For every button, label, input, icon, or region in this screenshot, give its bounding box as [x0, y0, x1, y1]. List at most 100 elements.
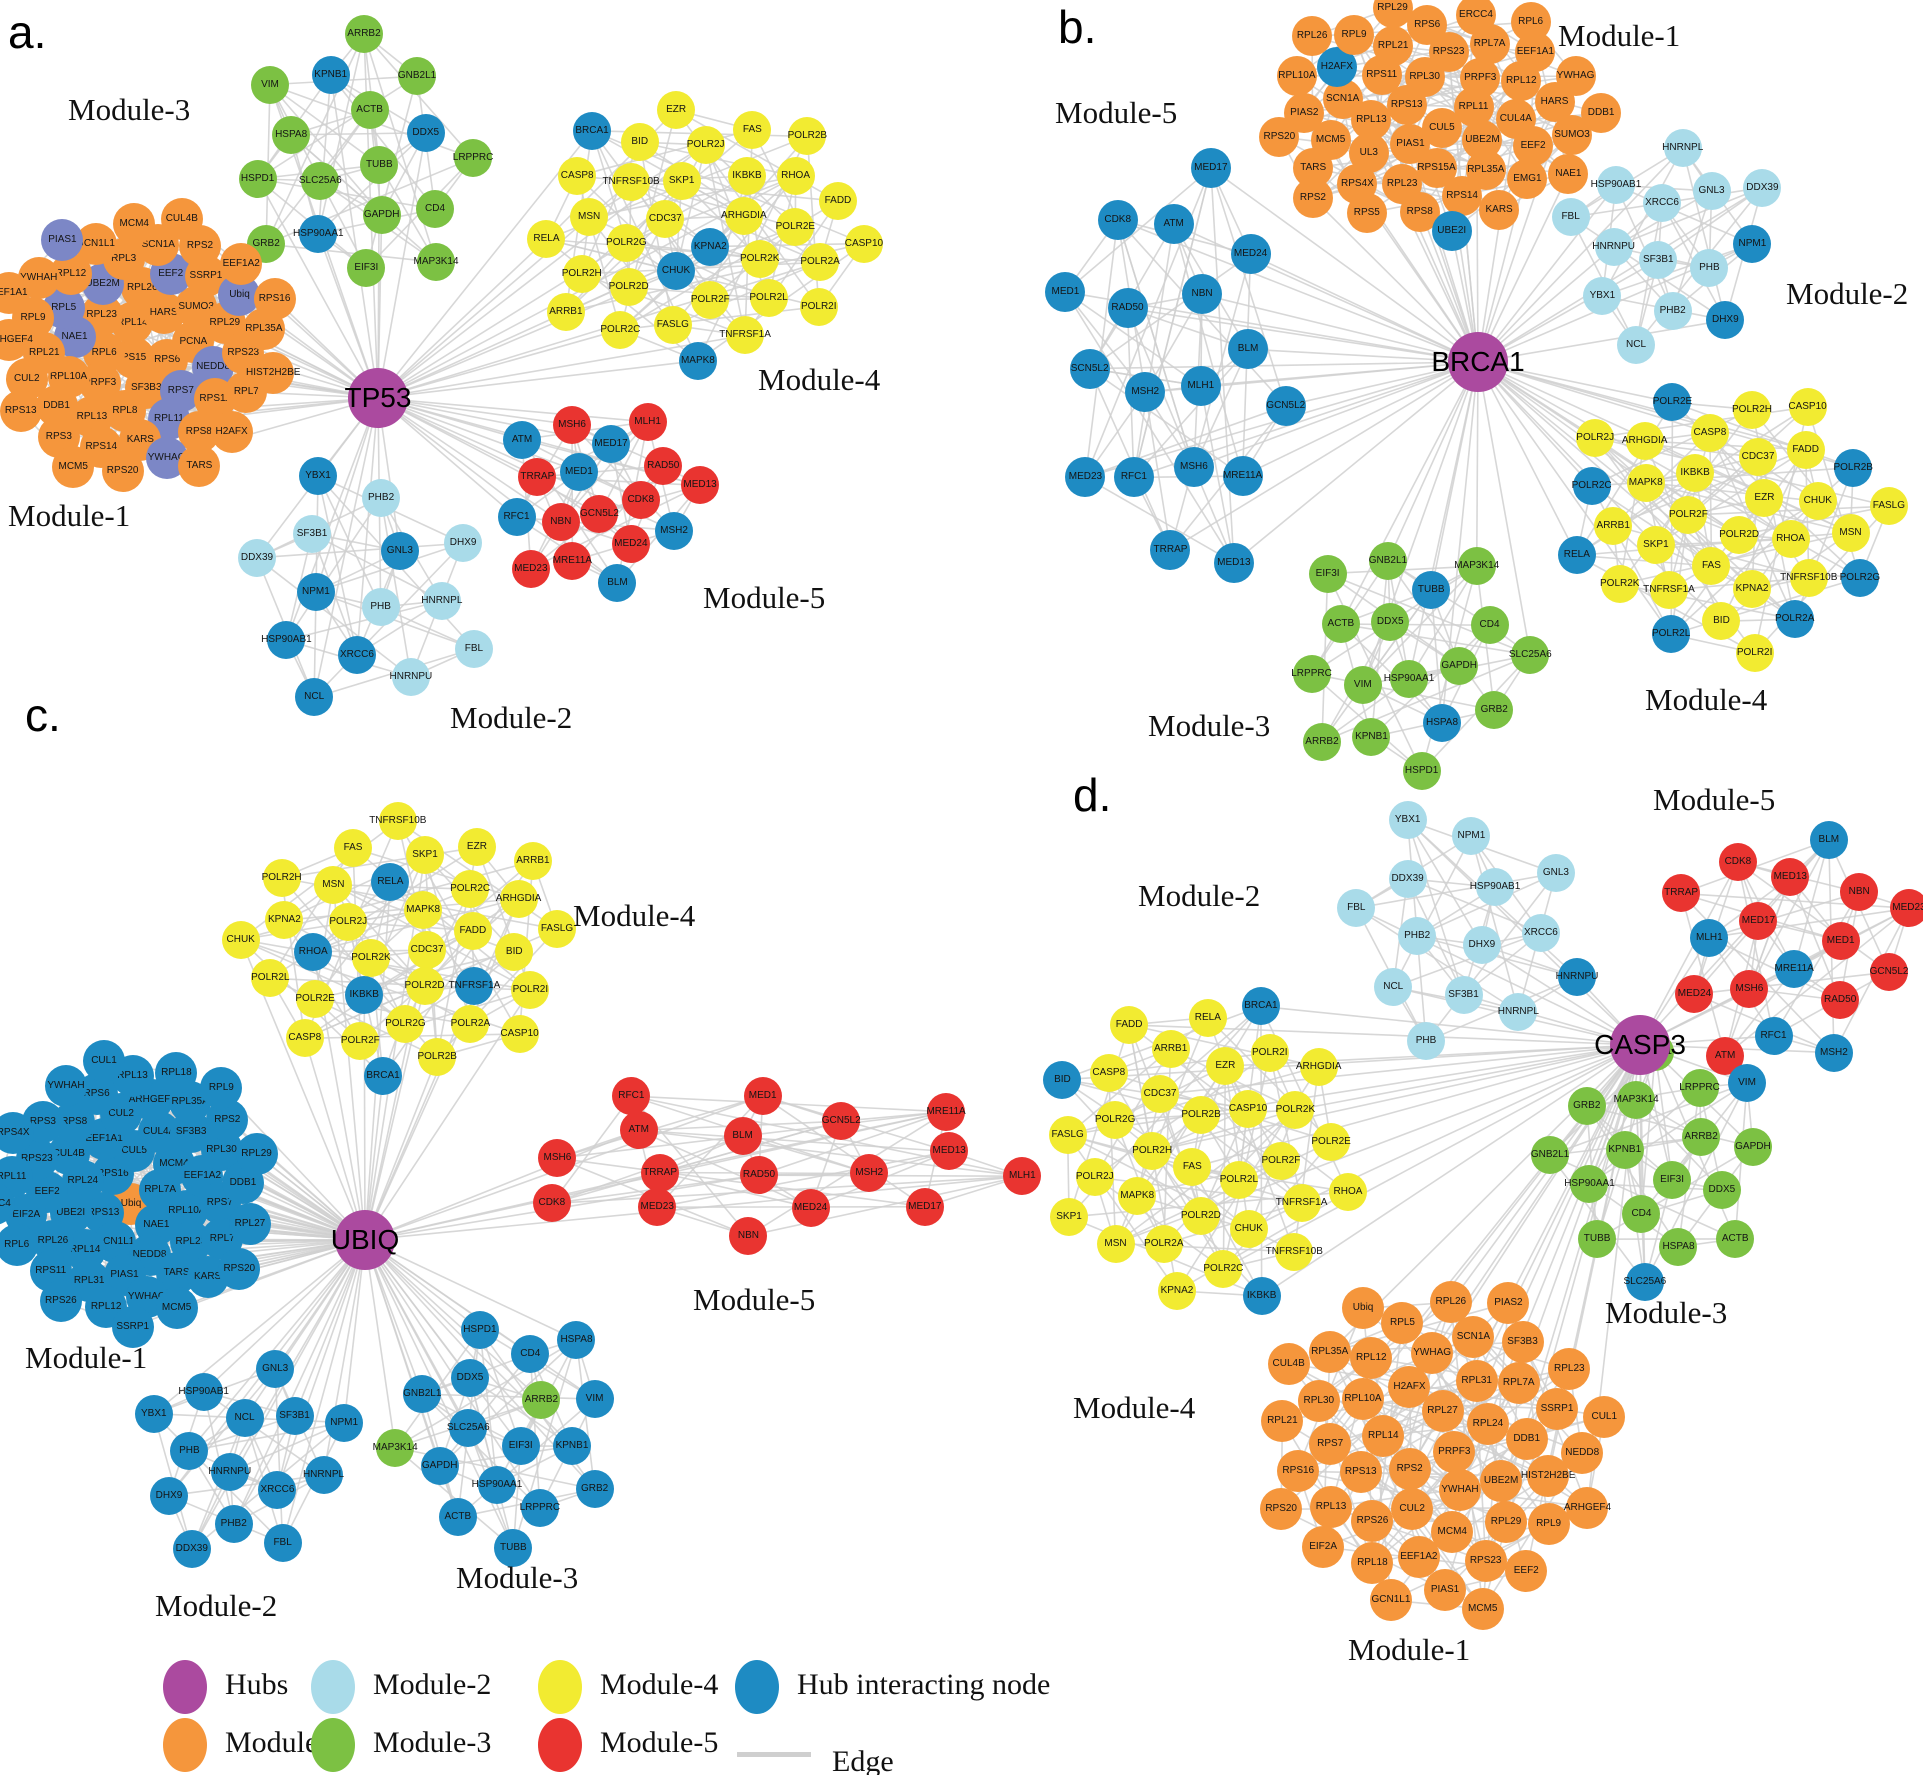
node-label: BLM	[1237, 343, 1259, 355]
node-label: MED24	[793, 1201, 828, 1213]
node-skp1: SKP1	[1050, 1197, 1089, 1236]
node-label: MSN	[1104, 1237, 1127, 1249]
node-polr2e: POLR2E	[776, 208, 815, 247]
node-label: YWHAG	[1413, 1347, 1452, 1359]
node-gapdh: GAPDH	[1733, 1127, 1772, 1166]
node-hnrnpu: HNRNPU	[390, 658, 432, 697]
node-phb2: PHB2	[1653, 291, 1692, 330]
node-polr2b: POLR2B	[788, 117, 827, 156]
node-label: CUL2	[13, 373, 40, 385]
edge	[377, 261, 821, 399]
node-rpl23: RPL23	[1382, 164, 1423, 205]
node-label: GCN1L1	[76, 237, 115, 249]
node-map3k14: MAP3K14	[1454, 547, 1499, 586]
node-label: RPL8	[112, 405, 138, 417]
module-label-a-module-2: Module-2	[450, 700, 573, 735]
edge	[364, 1239, 542, 1401]
node-slc25a6: SLC25A6	[447, 1408, 490, 1447]
node-ddx39: DDX39	[237, 538, 276, 577]
node-label: ARRB2	[1684, 1131, 1718, 1143]
node-label: GNB2L1	[397, 70, 437, 82]
node-cdc37: CDC37	[646, 200, 685, 239]
legend-label-module-2: Module-2	[373, 1668, 492, 1701]
node-label: SF3B1	[1448, 988, 1479, 1000]
node-label: PHB	[370, 601, 391, 613]
node-label: H2AFX	[1393, 1381, 1426, 1393]
node-label: SSRP1	[116, 1320, 150, 1332]
node-sf3b3: SF3B3	[1501, 1321, 1544, 1363]
node-hnrnpl: HNRNPL	[1662, 129, 1703, 168]
node-polr2g: POLR2G	[385, 1004, 426, 1043]
node-polr2f: POLR2F	[691, 280, 730, 319]
edge	[313, 397, 379, 698]
node-label: SSRP1	[189, 270, 223, 282]
edge	[1688, 505, 1889, 516]
edge	[1477, 361, 1532, 656]
node-polr2c: POLR2C	[600, 310, 640, 349]
node-casp10: CASP10	[500, 1014, 539, 1053]
node-label: MAPK8	[680, 354, 715, 366]
node-label: CASP8	[1092, 1066, 1126, 1078]
edge	[657, 1150, 950, 1208]
edge	[758, 1174, 1023, 1178]
node-label: RPL26	[1435, 1296, 1467, 1308]
node-label: RPS3	[45, 431, 72, 443]
node-med13: MED13	[930, 1132, 969, 1171]
edge	[1224, 1066, 1250, 1230]
node-fbl: FBL	[454, 629, 493, 668]
node-label: RFC1	[503, 511, 530, 523]
node-label: HSP90AB1	[261, 634, 312, 646]
node-label: GRB2	[580, 1483, 609, 1495]
node-label: EEF2	[1513, 1564, 1539, 1576]
node-sf3b1: SF3B1	[275, 1397, 314, 1436]
node-phb: PHB	[1690, 248, 1729, 287]
node-med1: MED1	[1821, 921, 1860, 960]
node-mre11a: MRE11A	[553, 542, 592, 581]
node-label: ARHGDIA	[721, 209, 767, 221]
node-rpl31: RPL31	[1455, 1360, 1498, 1403]
node-label: KPNA2	[1735, 583, 1769, 595]
node-ddx5: DDX5	[450, 1359, 489, 1398]
node-rpl6: RPL6	[0, 1223, 38, 1266]
node-cul1: CUL1	[82, 1039, 125, 1082]
node-label: RPS16	[1282, 1465, 1315, 1477]
legend-swatch-hubs	[163, 1660, 207, 1714]
edge	[1064, 291, 1202, 387]
edge	[1416, 935, 1578, 978]
node-label: POLR2G	[1839, 571, 1881, 583]
node-label: BLM	[732, 1130, 753, 1142]
node-label: RPL7	[209, 1233, 235, 1245]
node-tubb: TUBB	[1578, 1220, 1617, 1259]
node-label: PHB2	[1659, 304, 1686, 316]
node-gcn1l1: GCN1L1	[1369, 1579, 1412, 1622]
node-label: HNRNPU	[1592, 241, 1636, 253]
node-label: RAD50	[1111, 302, 1144, 314]
node-label: POLR2I	[1736, 646, 1773, 658]
node-label: RPS3	[29, 1115, 56, 1127]
edge	[748, 1175, 1023, 1237]
node-label: TNFRSF1A	[448, 980, 501, 992]
node-label: HNRNPL	[1497, 1005, 1539, 1017]
edge	[1477, 173, 1570, 363]
node-label: FBL	[464, 642, 484, 654]
node-arhgdia: ARHGDIA	[1622, 422, 1667, 461]
node-label: RPL12	[1355, 1351, 1387, 1363]
node-label: SCN1A	[1456, 1330, 1491, 1342]
node-hnrnpu: HNRNPU	[208, 1452, 251, 1491]
node-slc25a6: SLC25A6	[1509, 636, 1552, 675]
edge	[1477, 361, 1672, 635]
node-label: HSPA8	[1662, 1240, 1695, 1252]
node-slc25a6: SLC25A6	[299, 161, 342, 200]
node-blm: BLM	[1228, 329, 1269, 370]
node-label: ARRB2	[524, 1394, 559, 1406]
node-label: XRCC6	[1523, 926, 1558, 938]
node-label: POLR2F	[340, 1035, 380, 1047]
node-arhgdia: ARHGDIA	[496, 879, 541, 918]
node-cul4b: CUL4B	[1267, 1342, 1310, 1385]
edge	[286, 599, 443, 641]
edge	[191, 1239, 366, 1550]
node-label: GCN5L2	[1266, 399, 1306, 411]
node-label: GNL3	[262, 1363, 289, 1375]
node-label: CUL1	[91, 1054, 117, 1066]
node-label: MCM5	[1468, 1602, 1498, 1614]
